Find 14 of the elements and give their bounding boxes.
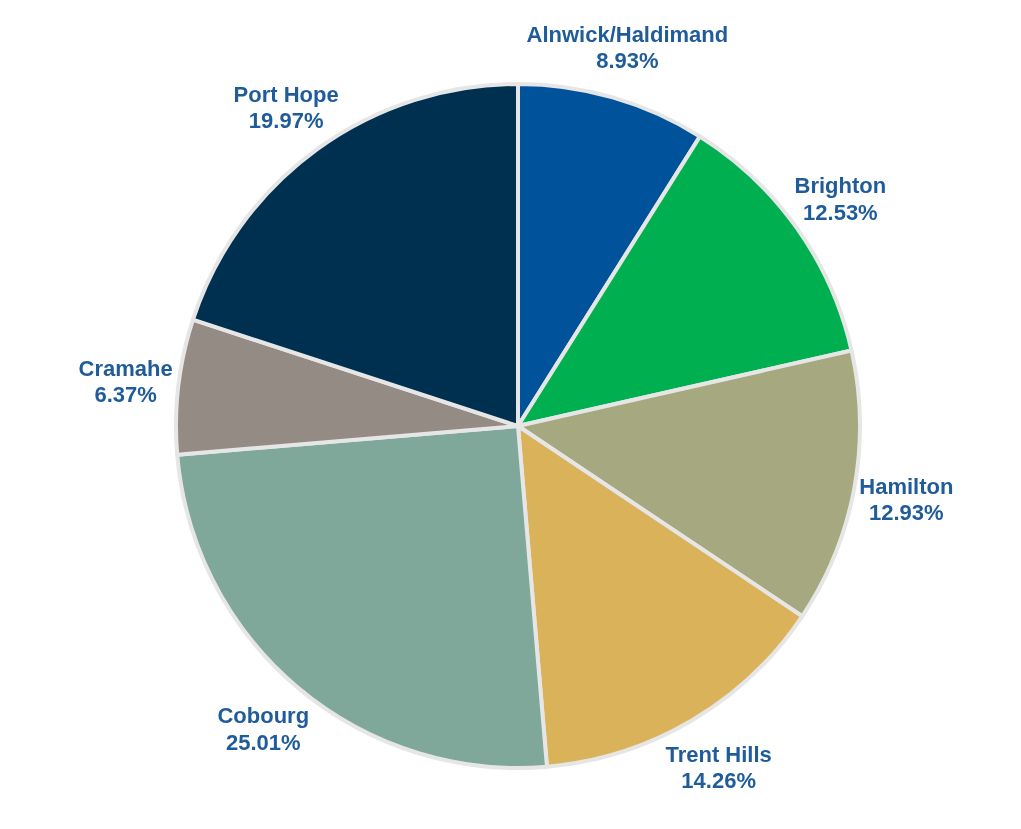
slice-label: Trent Hills [665,741,772,767]
data-label: 8.93% [596,48,659,74]
data-label: 6.37% [94,382,157,408]
slice-label: Brighton [794,173,887,199]
data-label: 25.01% [225,729,301,755]
data-label: 12.53% [803,199,878,225]
slice-label: Alnwick/Haldimand [526,22,729,48]
slice-label: Hamilton [859,473,954,499]
data-label: 14.26% [681,768,756,794]
data-label: 12.93% [869,500,944,526]
slice-label: Port Hope [233,81,339,107]
slice-label: Cobourg [217,703,310,729]
slice-label: Cramahe [78,355,173,381]
data-label: 19.97% [248,108,324,134]
